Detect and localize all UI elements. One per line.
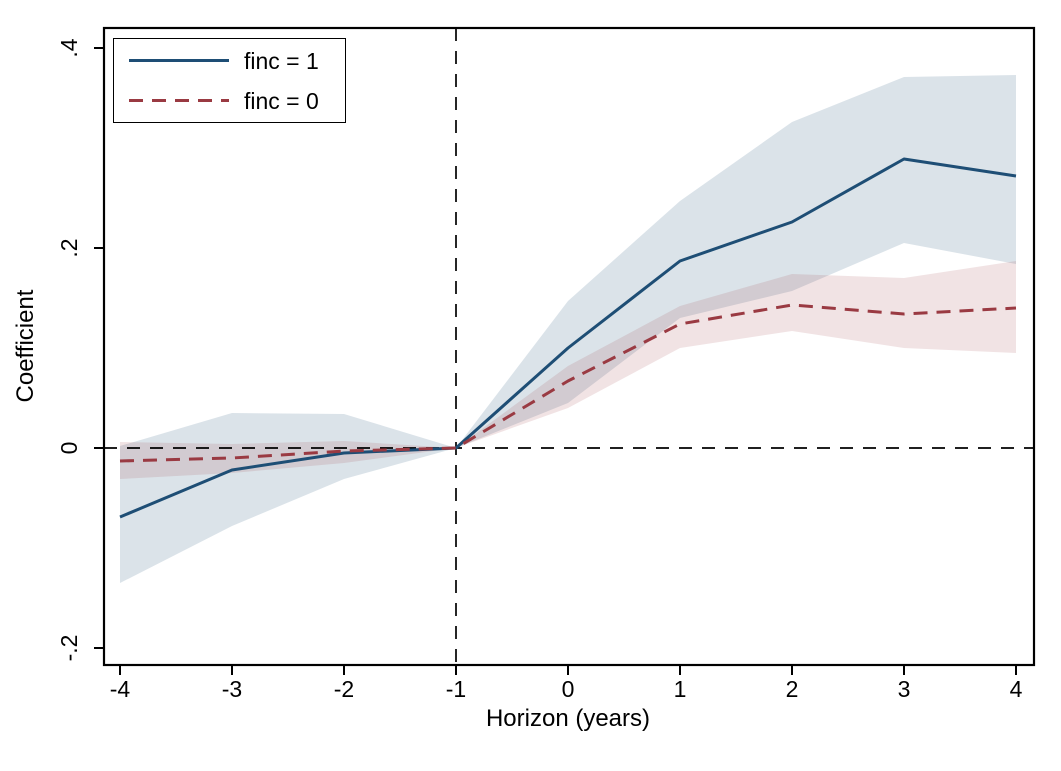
legend-line-dashed-icon [129,99,229,102]
series-line-finc1 [119,157,1017,519]
y-tick-label: 0 [56,441,82,455]
y-tick-label: -.2 [56,634,82,662]
legend: finc = 1 finc = 0 [113,38,346,123]
legend-item-finc1: finc = 1 [114,45,345,77]
ci-band-finc0 [120,261,1016,479]
x-tick-label: 0 [561,676,575,702]
x-tick-label: -4 [109,676,131,702]
x-tick-label: -2 [333,676,355,702]
y-tick-label: .4 [56,38,82,58]
legend-label-finc0: finc = 0 [244,87,319,114]
x-tick-label: -1 [445,676,467,702]
x-tick-label: 4 [1009,676,1023,702]
ci-band-finc1 [120,75,1016,583]
series-line-finc0 [119,303,1017,463]
x-tick-label: -3 [221,676,243,702]
x-axis-title: Horizon (years) [485,705,651,732]
legend-line-solid-icon [129,59,229,62]
x-tick-label: 1 [673,676,687,702]
legend-item-finc0: finc = 0 [114,85,345,117]
legend-label-finc1: finc = 1 [244,47,319,74]
y-axis-title: Coefficient [12,289,39,403]
x-tick-label: 2 [785,676,799,702]
y-tick-label: .2 [56,238,82,258]
x-tick-label: 3 [897,676,911,702]
